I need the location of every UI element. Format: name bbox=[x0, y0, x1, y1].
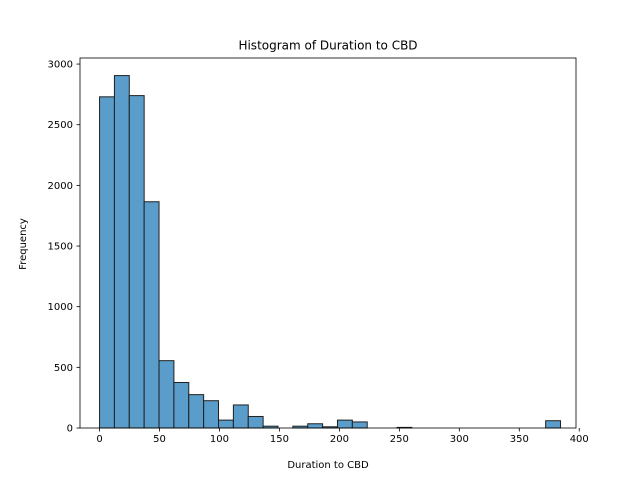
y-tick-label: 1000 bbox=[48, 302, 73, 313]
plot-frame bbox=[79, 57, 577, 429]
y-axis-ticks: 0 500 1000 1500 2000 2500 3000 bbox=[48, 60, 80, 435]
y-tick-label: 1500 bbox=[48, 242, 73, 253]
x-tick-label: 300 bbox=[450, 434, 469, 445]
y-tick-label: 500 bbox=[54, 363, 73, 374]
histogram-bar-4 bbox=[158, 360, 175, 429]
chart-title: Histogram of Duration to CBD bbox=[238, 39, 417, 53]
histogram-bar-30 bbox=[545, 420, 562, 429]
histogram-bar-8 bbox=[218, 419, 234, 429]
x-tick-label: 200 bbox=[330, 434, 349, 445]
histogram-bar-7 bbox=[203, 400, 220, 429]
histogram-bar-9 bbox=[232, 404, 249, 429]
y-tick-label: 2500 bbox=[48, 120, 73, 131]
y-tick-label: 2000 bbox=[48, 181, 73, 192]
x-tick-label: 100 bbox=[210, 434, 229, 445]
x-tick-label: 150 bbox=[270, 434, 289, 445]
x-tick-label: 50 bbox=[153, 434, 166, 445]
x-axis-ticks: 0 50 100 150 200 250 300 350 400 bbox=[96, 428, 589, 445]
y-axis-label: Frequency bbox=[18, 218, 29, 270]
y-tick-label: 3000 bbox=[48, 60, 73, 71]
histogram-bar-0 bbox=[99, 96, 115, 429]
histogram-bar-6 bbox=[188, 394, 205, 429]
histogram-bar-10 bbox=[247, 415, 264, 429]
x-tick-label: 250 bbox=[390, 434, 409, 445]
histogram-bar-5 bbox=[173, 382, 190, 429]
histogram-bar-17 bbox=[351, 421, 368, 429]
histogram-bar-2 bbox=[128, 95, 145, 429]
histogram-bar-14 bbox=[307, 423, 324, 429]
histogram-bar-3 bbox=[143, 201, 160, 429]
x-tick-label: 0 bbox=[96, 434, 102, 445]
histogram-bar-16 bbox=[336, 419, 353, 429]
bars-group bbox=[99, 75, 562, 429]
x-axis-label: Duration to CBD bbox=[287, 460, 369, 471]
x-tick-label: 400 bbox=[570, 434, 589, 445]
histogram-bar-1 bbox=[113, 75, 130, 429]
x-tick-label: 350 bbox=[510, 434, 529, 445]
y-tick-label: 0 bbox=[67, 424, 73, 435]
